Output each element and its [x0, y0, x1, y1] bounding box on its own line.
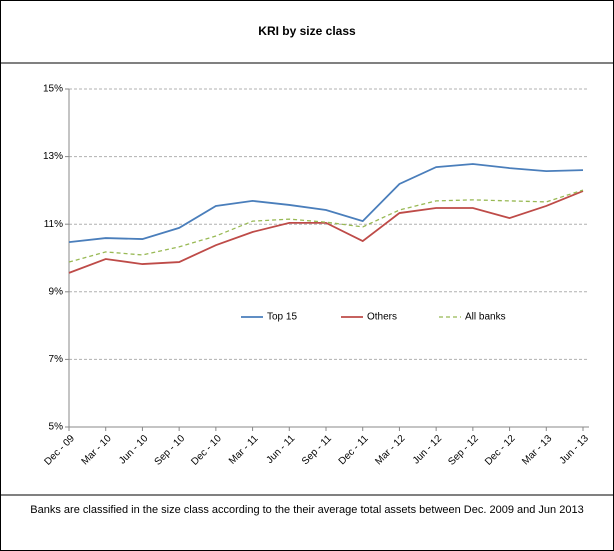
chart-title: KRI by size class — [258, 24, 356, 38]
x-tick-label: Jun - 12 — [411, 433, 445, 467]
x-tick-label: Mar - 12 — [373, 433, 407, 467]
y-tick-label: 5% — [49, 422, 64, 433]
legend-label: Others — [367, 312, 397, 323]
x-tick-label: Mar - 11 — [227, 433, 261, 467]
series-line — [68, 163, 584, 244]
x-tick-label: Sep - 10 — [153, 433, 188, 468]
series-line — [68, 189, 584, 263]
x-tick-label: Dec - 10 — [189, 433, 224, 468]
x-tick-label: Dec - 12 — [483, 433, 518, 468]
footnote: Banks are classified in the size class a… — [30, 504, 584, 516]
y-tick-label: 15% — [43, 84, 63, 95]
x-tick-label: Mar - 13 — [520, 433, 554, 467]
y-tick-label: 7% — [49, 354, 64, 365]
x-tick-label: Sep - 12 — [446, 433, 481, 468]
x-tick-label: Sep - 11 — [300, 433, 334, 467]
legend-label: Top 15 — [267, 312, 297, 323]
x-tick-label: Jun - 11 — [264, 433, 297, 466]
x-tick-label: Jun - 10 — [117, 433, 151, 467]
x-tick-label: Mar - 10 — [80, 433, 114, 467]
y-tick-label: 13% — [43, 151, 63, 162]
x-tick-label: Dec - 09 — [42, 433, 77, 468]
x-tick-label: Dec - 11 — [337, 433, 371, 467]
y-tick-label: 9% — [49, 286, 64, 297]
x-tick-label: Jun - 13 — [558, 433, 592, 467]
legend-label: All banks — [465, 312, 506, 323]
series-line — [68, 190, 584, 274]
y-tick-label: 11% — [44, 219, 63, 230]
